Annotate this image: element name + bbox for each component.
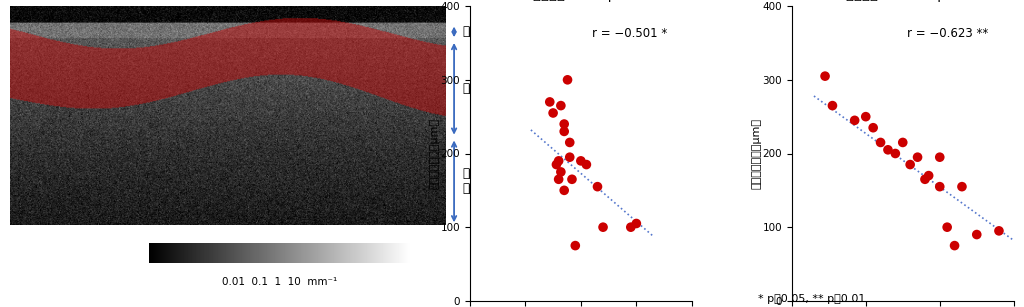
Point [556,129,572,134]
Point [895,140,911,145]
Point [872,140,889,145]
Point [551,177,567,182]
Point [939,225,955,230]
Point [847,118,863,123]
Point [564,177,581,182]
Point [556,188,572,193]
Point [953,184,970,189]
Point [824,103,841,108]
Point [902,162,919,167]
Point [559,77,575,82]
Point [548,162,564,167]
Point [932,184,948,189]
Point [572,158,589,163]
Point [628,221,644,226]
Text: 真皮: 真皮 [463,82,477,95]
Point [553,169,569,174]
Point [921,173,937,178]
Text: 0.01  0.1  1  10  mm⁻¹: 0.01 0.1 1 10 mm⁻¹ [222,277,338,287]
Point [542,99,558,104]
Point [865,125,882,130]
Point [595,225,611,230]
Point [991,228,1008,233]
Point [623,225,639,230]
Point [817,74,834,79]
Point [946,243,963,248]
Text: 表皮: 表皮 [463,25,477,38]
Point [589,184,605,189]
Point [857,114,873,119]
Text: * p＜0.05, ** p＜0.01: * p＜0.05, ** p＜0.01 [758,294,865,304]
Point [916,177,933,182]
Title: 皮膚深さ189-460 μm: 皮膚深さ189-460 μm [847,0,959,2]
Point [932,155,948,160]
Point [567,243,584,248]
Point [551,158,567,163]
Y-axis label: 平均シワ深さ（μm）: 平均シワ深さ（μm） [751,118,761,189]
Y-axis label: 平均シワ深さ（μm）: 平均シワ深さ（μm） [429,118,439,189]
Point [880,147,896,152]
Point [887,151,903,156]
Point [556,122,572,126]
Point [969,232,985,237]
Point [545,111,561,115]
Point [909,155,926,160]
Title: 皮膚深さ13-19 μm: 皮膚深さ13-19 μm [532,0,629,2]
Point [561,140,578,145]
Point [561,155,578,160]
Point [553,103,569,108]
Text: 皮下
組織: 皮下 組織 [463,167,477,195]
Text: r = −0.501 *: r = −0.501 * [592,27,668,40]
Text: r = −0.623 **: r = −0.623 ** [907,27,988,40]
Point [579,162,595,167]
